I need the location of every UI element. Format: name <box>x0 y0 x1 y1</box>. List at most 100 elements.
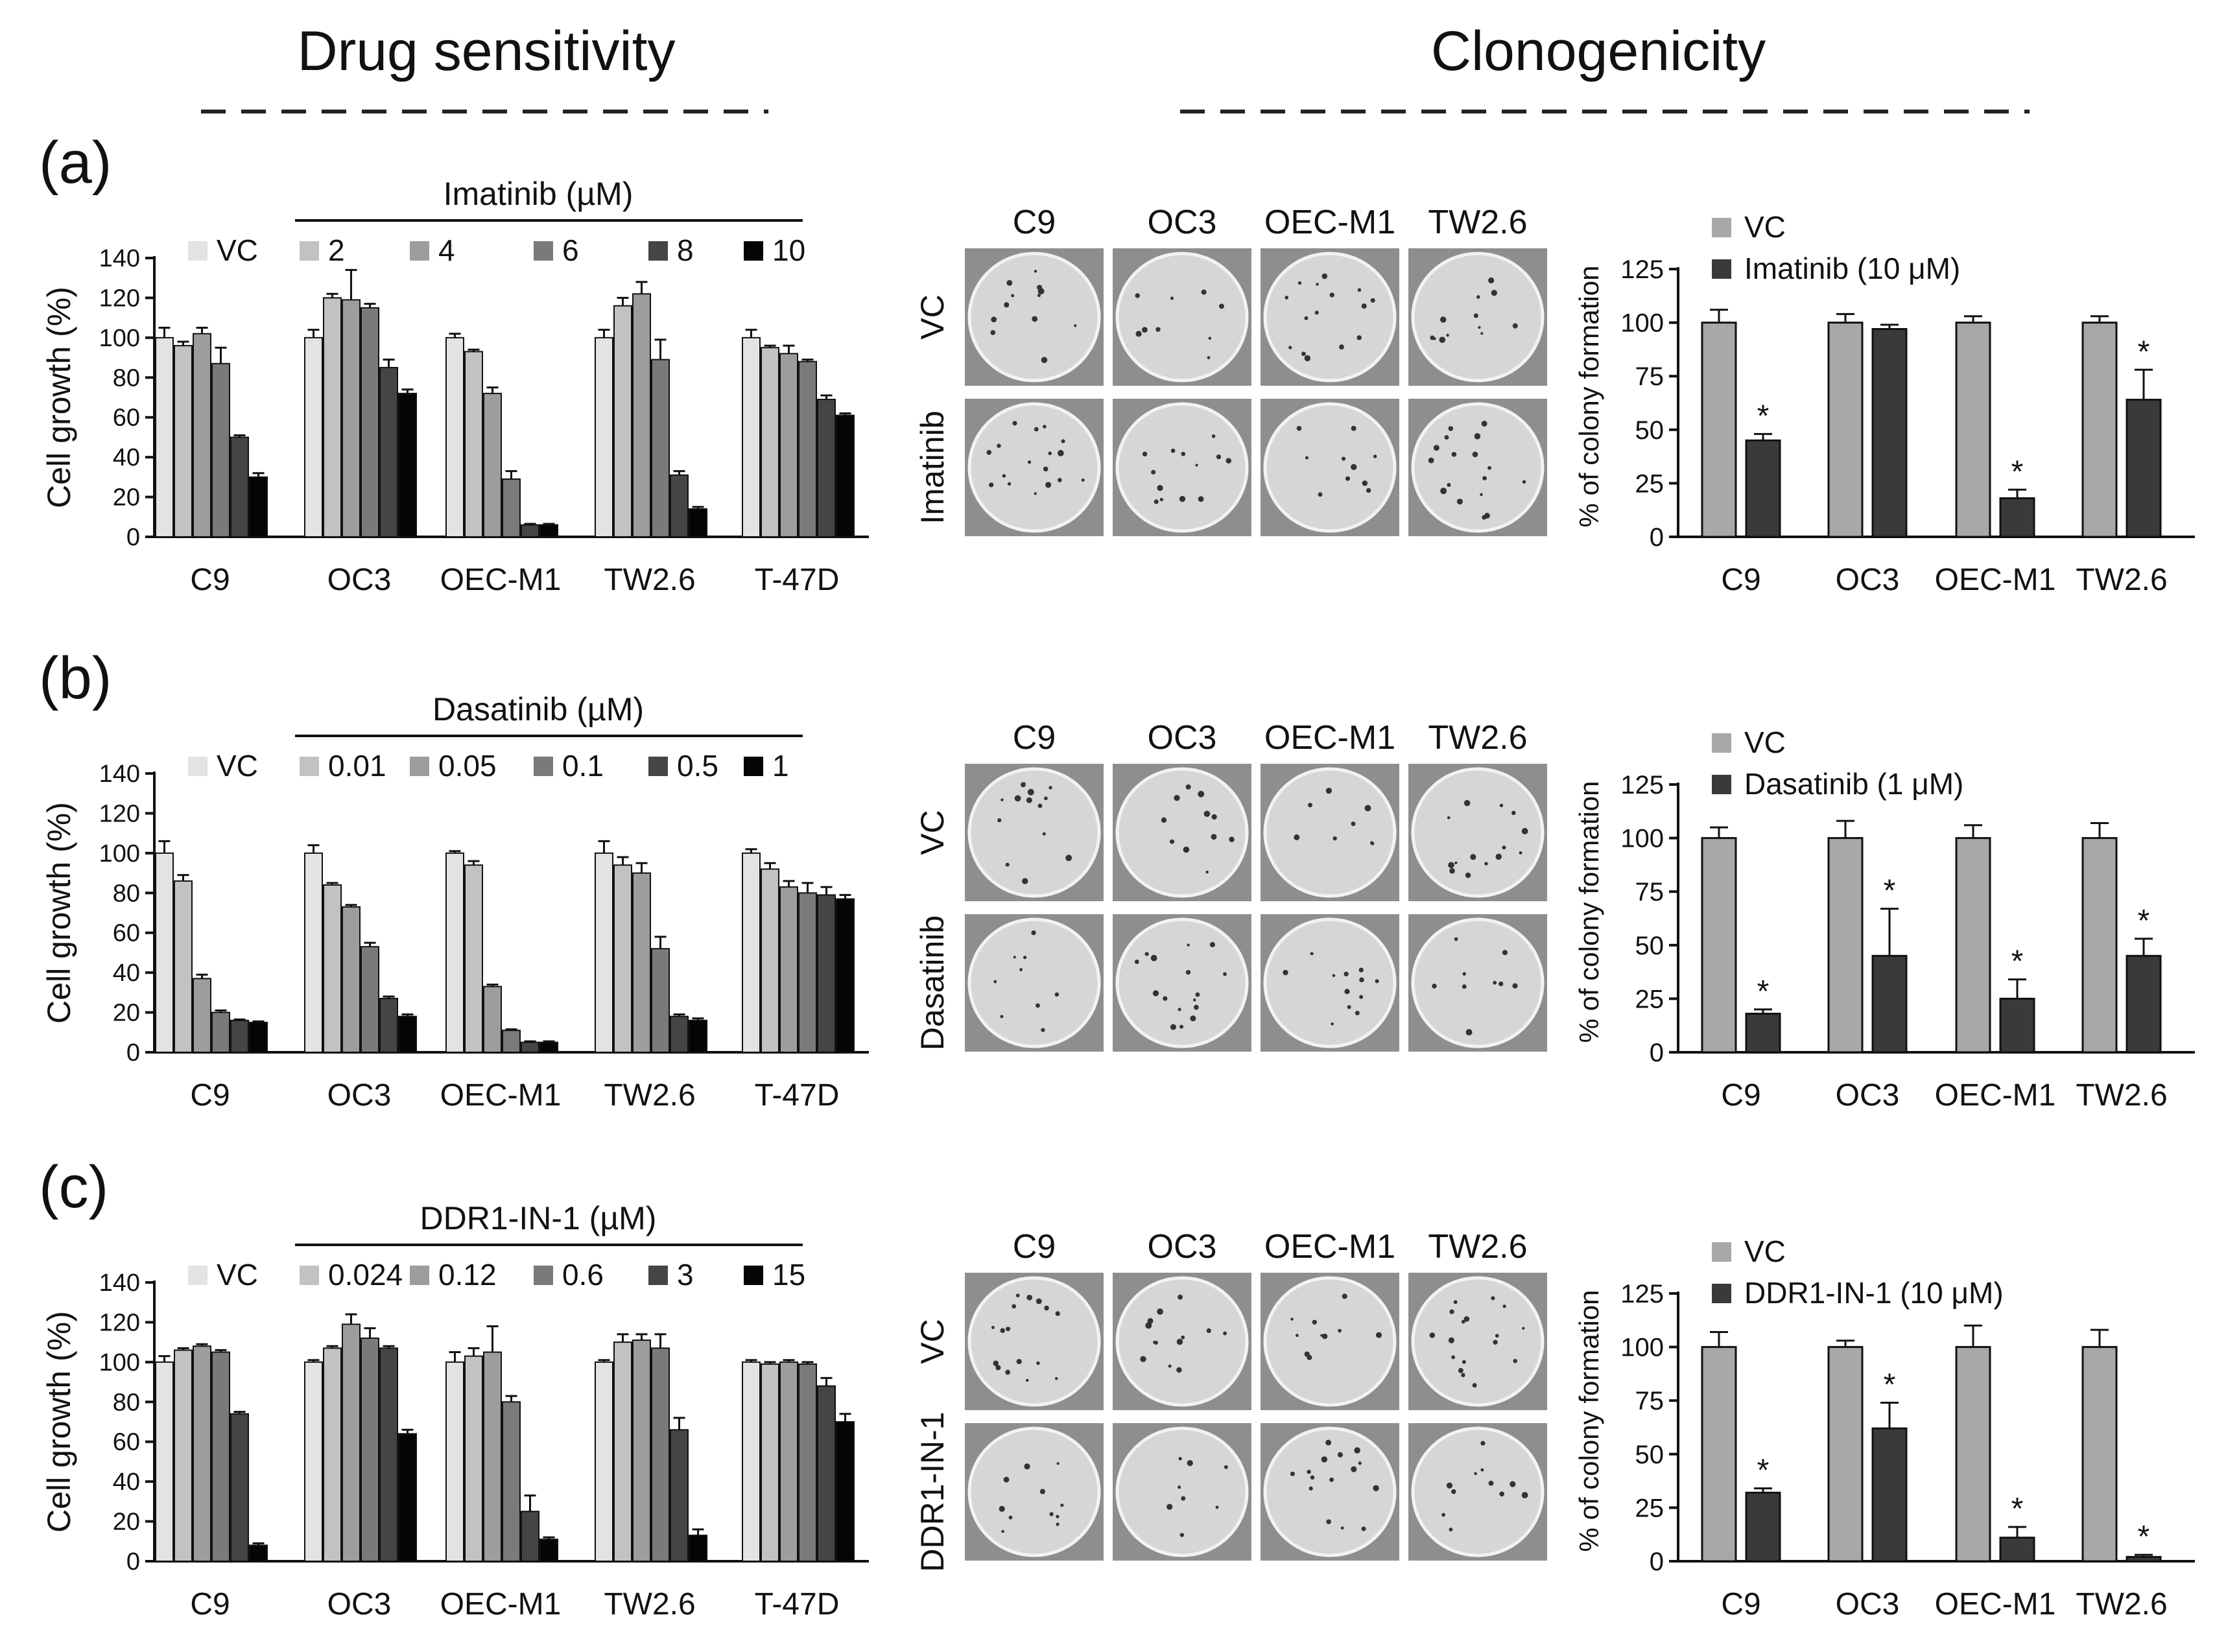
colony-dot <box>1375 979 1379 984</box>
colony-dot <box>1341 456 1346 461</box>
bar <box>836 898 855 1053</box>
colony-dot <box>1480 1441 1486 1446</box>
colony-dot <box>1157 1308 1163 1315</box>
colony-dot <box>1061 439 1065 443</box>
colony-dot <box>1288 346 1292 349</box>
colony-dot <box>1041 1028 1045 1032</box>
colony-dot <box>1481 420 1487 427</box>
colony-dot <box>1366 488 1371 493</box>
colony-dot <box>1296 425 1302 431</box>
colony-dot <box>1310 1475 1315 1480</box>
legend-label: Imatinib (10 μM) <box>1744 252 1960 285</box>
colony-dot <box>1513 1358 1518 1363</box>
legend-label: VC <box>217 233 258 267</box>
colony-dot <box>1451 1355 1456 1360</box>
bar <box>304 852 323 1054</box>
growth-chart-0: (a) Imatinib (µM)VC 2 4 6 8 100204060801001201… <box>39 130 869 597</box>
colony-dot <box>1465 872 1471 879</box>
legend-swatch <box>648 757 668 776</box>
colony-dot <box>1224 1465 1228 1469</box>
x-category-label: OEC-M1 <box>440 1078 562 1113</box>
legend-label: 1 <box>772 749 789 783</box>
colony-dot <box>1026 797 1032 803</box>
plate-column-label: OEC-M1 <box>1264 204 1395 241</box>
colony-dot <box>1026 1378 1029 1382</box>
bar <box>817 1385 836 1563</box>
bar <box>249 1021 268 1054</box>
bar <box>761 347 779 537</box>
bar <box>1745 1491 1781 1563</box>
colony-dot <box>1201 289 1207 295</box>
colony-dot <box>1309 1486 1313 1491</box>
colony-dot <box>1462 984 1467 989</box>
y-axis-label: % of colony formation <box>1574 781 1604 1043</box>
colony-dot <box>993 1360 999 1367</box>
y-tick-label: 75 <box>1635 1387 1664 1415</box>
legend-label: 8 <box>677 233 694 267</box>
colony-dot <box>989 482 994 488</box>
bar <box>483 392 502 537</box>
colony-dot <box>1358 967 1364 973</box>
colony-dot <box>1454 861 1458 864</box>
colony-dot <box>1031 930 1036 936</box>
x-category-label: OC3 <box>327 1587 392 1622</box>
plate-column-label: OEC-M1 <box>1264 719 1395 757</box>
bar <box>155 852 174 1054</box>
colony-dot <box>1493 980 1497 985</box>
y-tick-label: 120 <box>99 800 140 827</box>
colony-dot <box>1521 828 1528 834</box>
bar <box>1701 322 1737 538</box>
plate-column-label: C9 <box>1013 719 1056 757</box>
x-category-label: T-47D <box>755 1587 840 1622</box>
y-tick-label: 0 <box>126 524 140 551</box>
legend-label: DDR1-IN-1 (10 μM) <box>1744 1276 2004 1310</box>
plate-well <box>1411 1426 1545 1557</box>
colony-dot <box>1045 482 1052 488</box>
colony-dot <box>1476 295 1480 299</box>
bar <box>361 946 379 1053</box>
colony-dot <box>1502 1304 1506 1308</box>
plate-column-label: OC3 <box>1148 204 1217 241</box>
colony-dot <box>1000 1015 1004 1019</box>
bar <box>398 1433 417 1562</box>
colony-dot <box>1321 273 1328 279</box>
colony-dot <box>1176 1367 1182 1373</box>
colony-dot <box>1039 1489 1045 1494</box>
plate-column-label: OC3 <box>1148 719 1217 757</box>
bar <box>1701 837 1737 1054</box>
bar <box>613 1341 632 1562</box>
bar <box>2126 1555 2162 1563</box>
bar <box>817 399 836 537</box>
bar <box>211 1011 230 1053</box>
y-tick-label: 125 <box>1620 1280 1664 1308</box>
plate-well <box>967 1276 1101 1407</box>
colony-dot <box>1321 1333 1328 1339</box>
x-category-label: TW2.6 <box>2076 1078 2167 1113</box>
colony-dot <box>1470 854 1476 860</box>
colony-dot <box>1439 316 1447 323</box>
colony-dot <box>1181 451 1186 456</box>
colony-dot <box>1006 279 1013 286</box>
bar <box>464 864 483 1054</box>
colony-dot <box>1037 294 1041 298</box>
y-tick-label: 80 <box>113 364 140 392</box>
plate-well <box>1263 1426 1397 1557</box>
bar <box>304 1361 323 1563</box>
colony-dot <box>1304 1351 1310 1357</box>
plate-well <box>967 767 1101 898</box>
colony-dot <box>1057 450 1064 456</box>
colony-dot <box>1285 296 1289 300</box>
colony-dot <box>1145 1322 1152 1329</box>
x-category-label: C9 <box>1721 1587 1760 1622</box>
colony-dot <box>1056 1462 1060 1465</box>
plate-column-label: OEC-M1 <box>1264 1228 1395 1266</box>
y-tick-label: 60 <box>113 405 140 432</box>
plate-well <box>967 917 1101 1048</box>
colony-dot <box>1491 290 1497 296</box>
colony-dot <box>1512 323 1518 329</box>
colony-dot <box>1462 972 1467 976</box>
colony-dot <box>1178 1008 1181 1011</box>
colony-dot <box>1310 952 1314 956</box>
colony-dot <box>1351 425 1356 431</box>
colony-dot <box>1447 816 1451 820</box>
